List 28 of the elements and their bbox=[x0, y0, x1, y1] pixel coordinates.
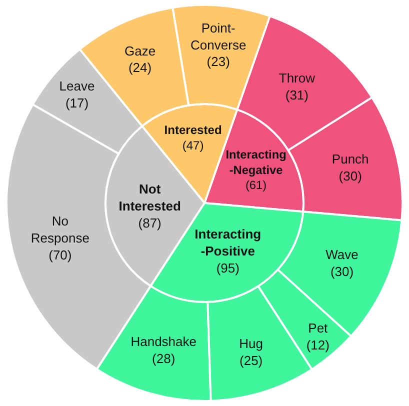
data-label: (17) bbox=[65, 96, 89, 111]
data-label: (28) bbox=[152, 350, 176, 366]
category-label: No Response bbox=[30, 214, 90, 246]
category-label: Hug bbox=[239, 336, 263, 352]
category-label: Wave bbox=[326, 247, 358, 262]
category-label: Leave bbox=[59, 78, 95, 94]
category-label: Handshake bbox=[130, 334, 197, 349]
data-label: (12) bbox=[306, 338, 330, 353]
data-label: (70) bbox=[48, 247, 72, 262]
series-label: Not Interested bbox=[118, 182, 181, 214]
category-label: Throw bbox=[278, 70, 316, 86]
data-label: (25) bbox=[240, 353, 263, 368]
category-label: Pet bbox=[308, 320, 328, 336]
data-label: (23) bbox=[206, 54, 230, 70]
data-label: (24) bbox=[128, 60, 152, 76]
text: (87) bbox=[138, 215, 162, 230]
text: (47) bbox=[182, 138, 204, 152]
series-label: Interacting -Negative bbox=[226, 147, 286, 177]
category-label: Punch bbox=[332, 152, 369, 167]
category-label: Point-Converse bbox=[190, 20, 246, 52]
text: (95) bbox=[216, 260, 240, 276]
text: (61) bbox=[245, 178, 267, 192]
series-label: Interested bbox=[164, 122, 222, 137]
category-label: Gaze bbox=[124, 43, 156, 58]
data-label: (30) bbox=[330, 264, 354, 280]
data-label: (30) bbox=[338, 168, 362, 184]
series-label: Interacting -Positive bbox=[194, 226, 262, 258]
data-label: (31) bbox=[285, 87, 308, 102]
